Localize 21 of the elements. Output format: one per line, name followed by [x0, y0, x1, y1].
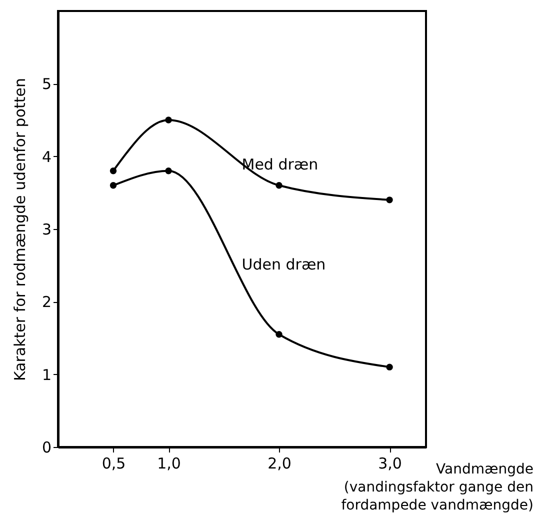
- point: [110, 168, 117, 174]
- point: [110, 182, 117, 189]
- point: [165, 168, 172, 174]
- y-tick-label: 2: [42, 293, 52, 312]
- x-tick-label: 0,5: [102, 454, 126, 472]
- y-tick-label: 3: [42, 220, 52, 238]
- y-tick-label: 0: [42, 438, 52, 456]
- x-tick-label: 3,0: [378, 454, 402, 472]
- point: [276, 331, 282, 338]
- x-tick-label: 2,0: [268, 454, 292, 472]
- y-tick-label: 5: [42, 75, 52, 94]
- y-axis-title: Karakter for rodmængde udenfor potten: [10, 78, 29, 382]
- point: [276, 182, 282, 189]
- x-tick-label: 1,0: [157, 454, 181, 472]
- series-label: Uden dræn: [242, 256, 326, 274]
- y-tick-label: 4: [42, 148, 52, 166]
- series-label: Med dræn: [242, 156, 318, 174]
- point: [165, 116, 172, 124]
- point: [386, 364, 393, 370]
- y-tick-label: 1: [42, 366, 52, 384]
- point: [386, 196, 393, 204]
